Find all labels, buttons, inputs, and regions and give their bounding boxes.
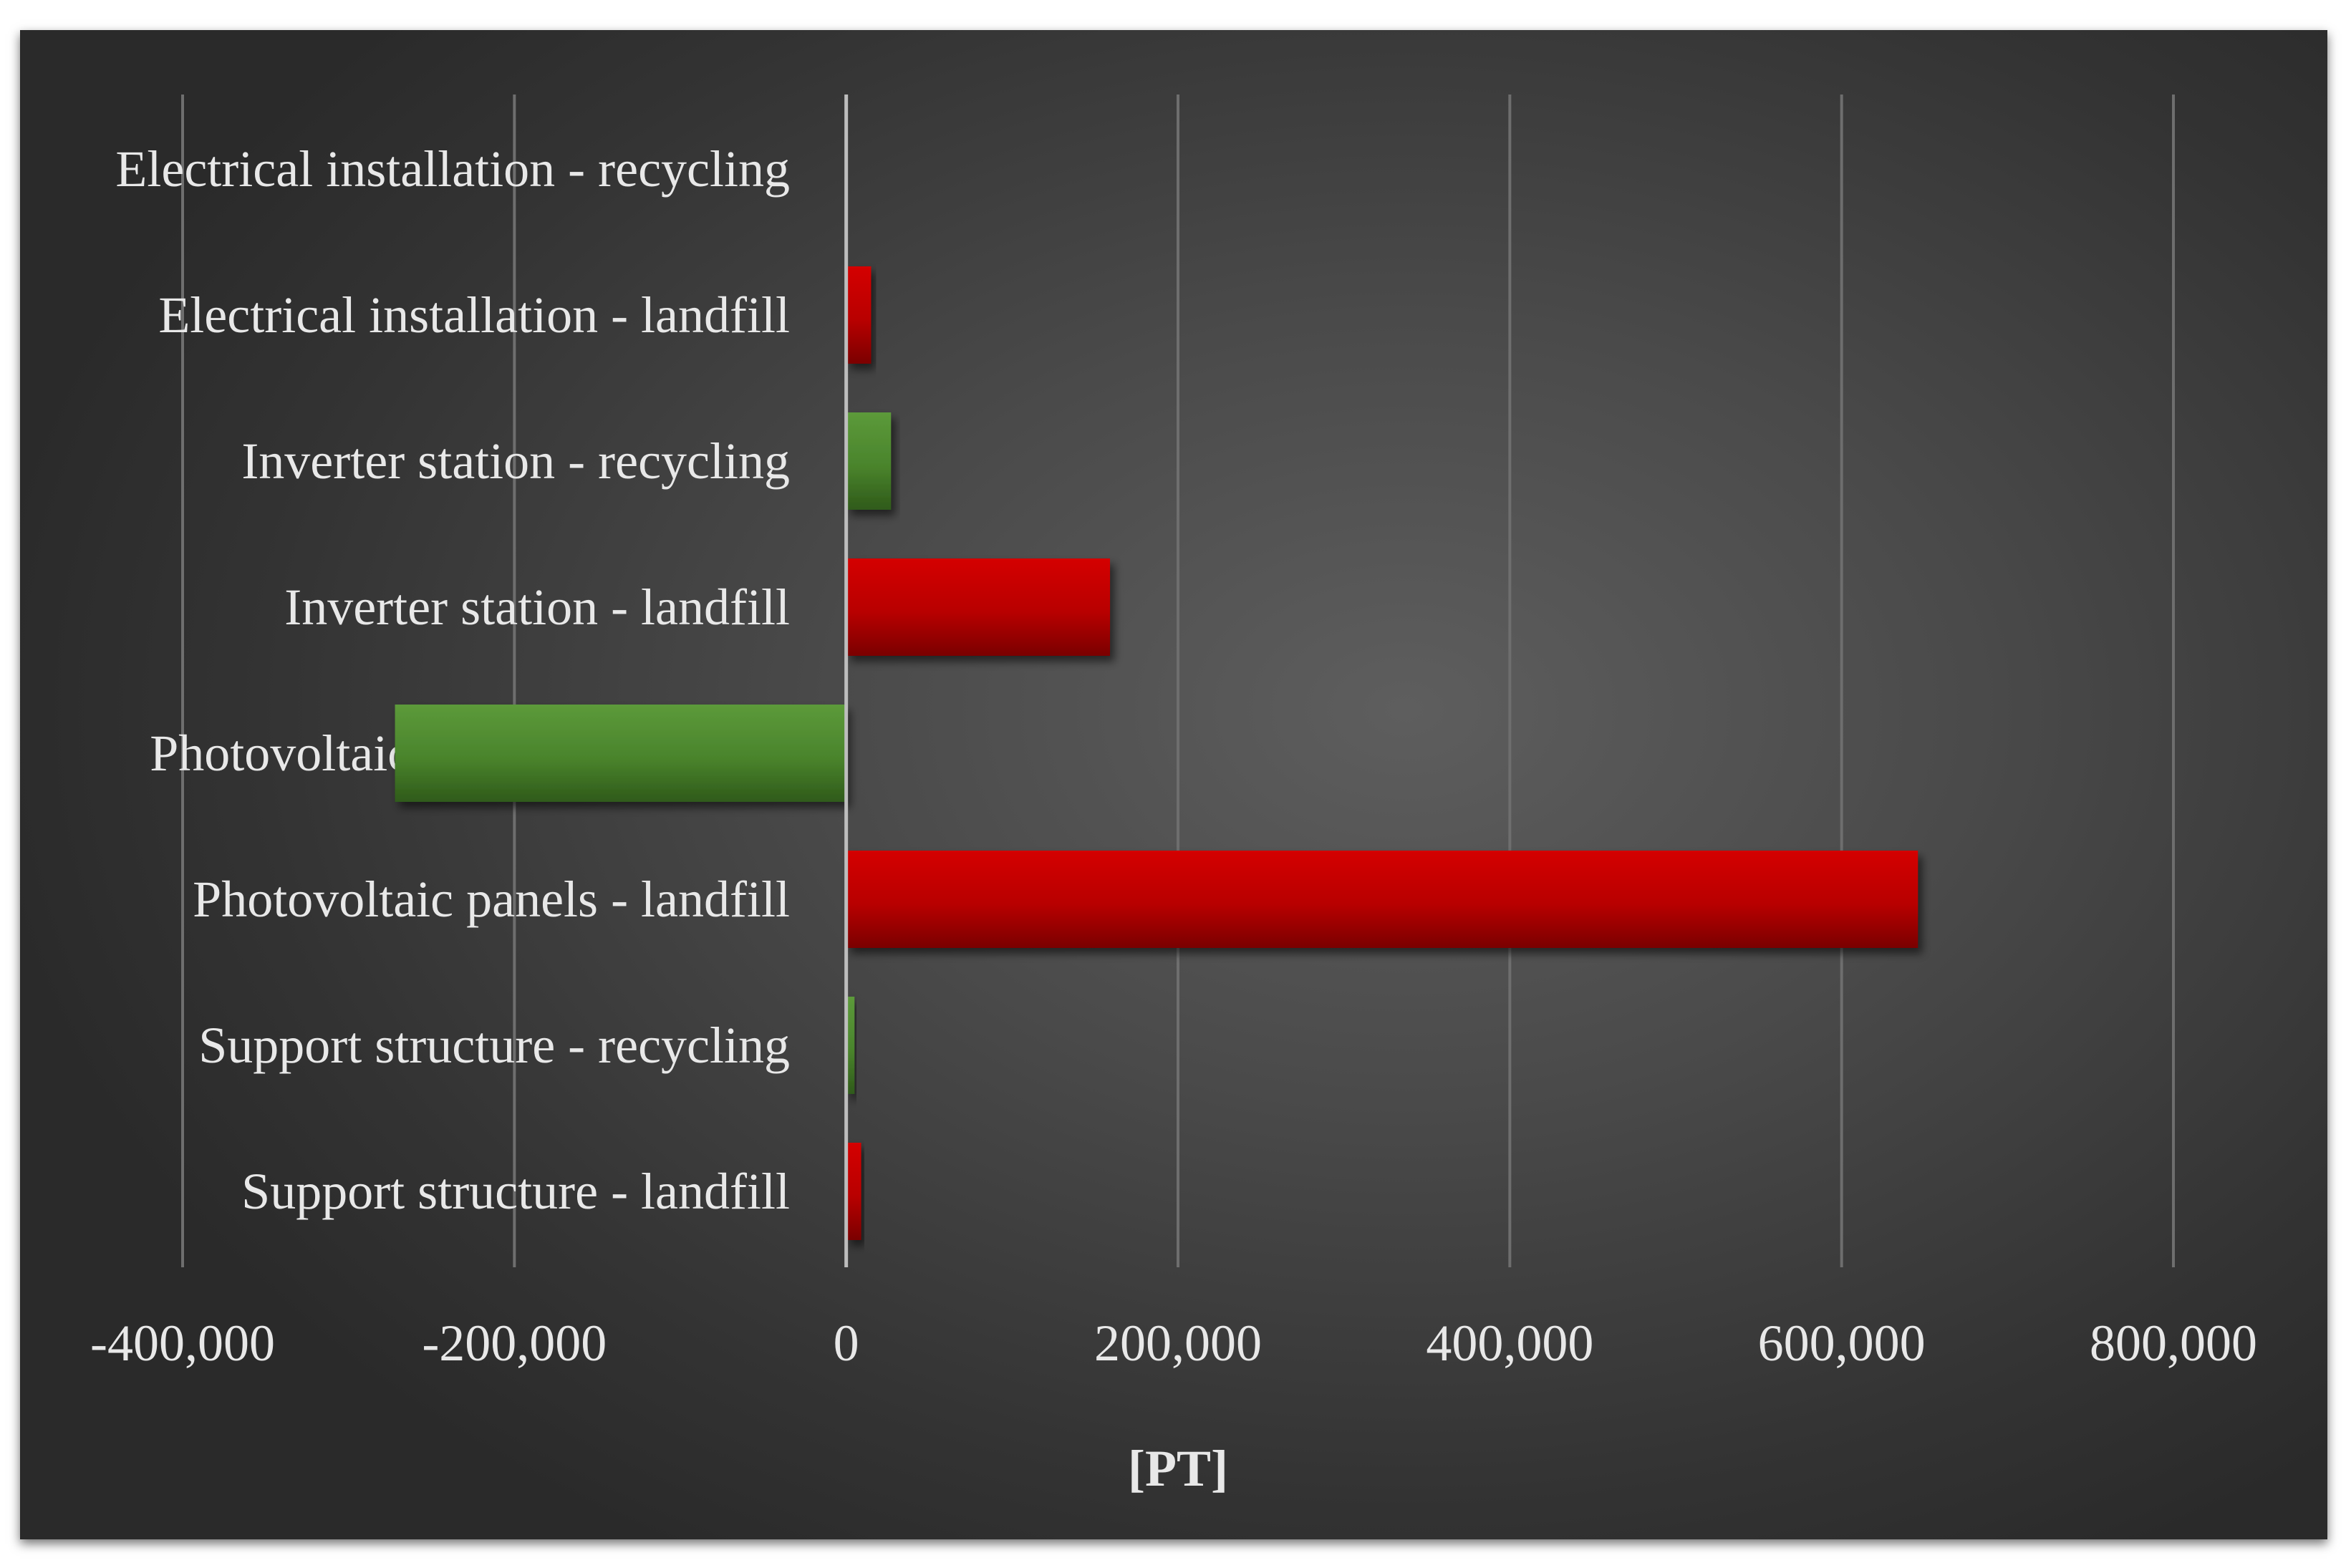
gridlines [181,95,2175,1267]
bars [395,266,1918,1240]
bar [846,1143,861,1240]
category-label: Inverter station - landfill [284,579,790,636]
category-label: Support structure - landfill [241,1163,790,1220]
category-labels: Electrical installation - recycling Elect… [115,140,790,1220]
category-label: Photovoltaic panels - landfill [193,871,790,928]
x-tick-label: 800,000 [2090,1315,2257,1372]
x-tick-label: 0 [834,1315,859,1372]
bar [846,412,892,510]
category-label: Electrical installation - recycling [115,140,790,198]
bar [846,997,855,1094]
x-tick-label: -400,000 [90,1315,275,1372]
x-axis-title: [PT] [1128,1440,1228,1497]
x-tick-labels: -400,000 -200,000 0 200,000 400,000 600,000 80… [90,1315,2257,1372]
x-tick-label: 200,000 [1094,1315,1262,1372]
category-label: Support structure - recycling [198,1017,790,1074]
x-tick-label: 600,000 [1758,1315,1926,1372]
bar [846,851,1918,948]
x-tick-label: 400,000 [1426,1315,1593,1372]
bar [846,558,1111,656]
x-tick-label: -200,000 [422,1315,607,1372]
bar [395,705,846,802]
category-label: Electrical installation - landfill [158,286,790,344]
category-label: Inverter station - recycling [241,432,790,490]
bar [846,266,872,364]
